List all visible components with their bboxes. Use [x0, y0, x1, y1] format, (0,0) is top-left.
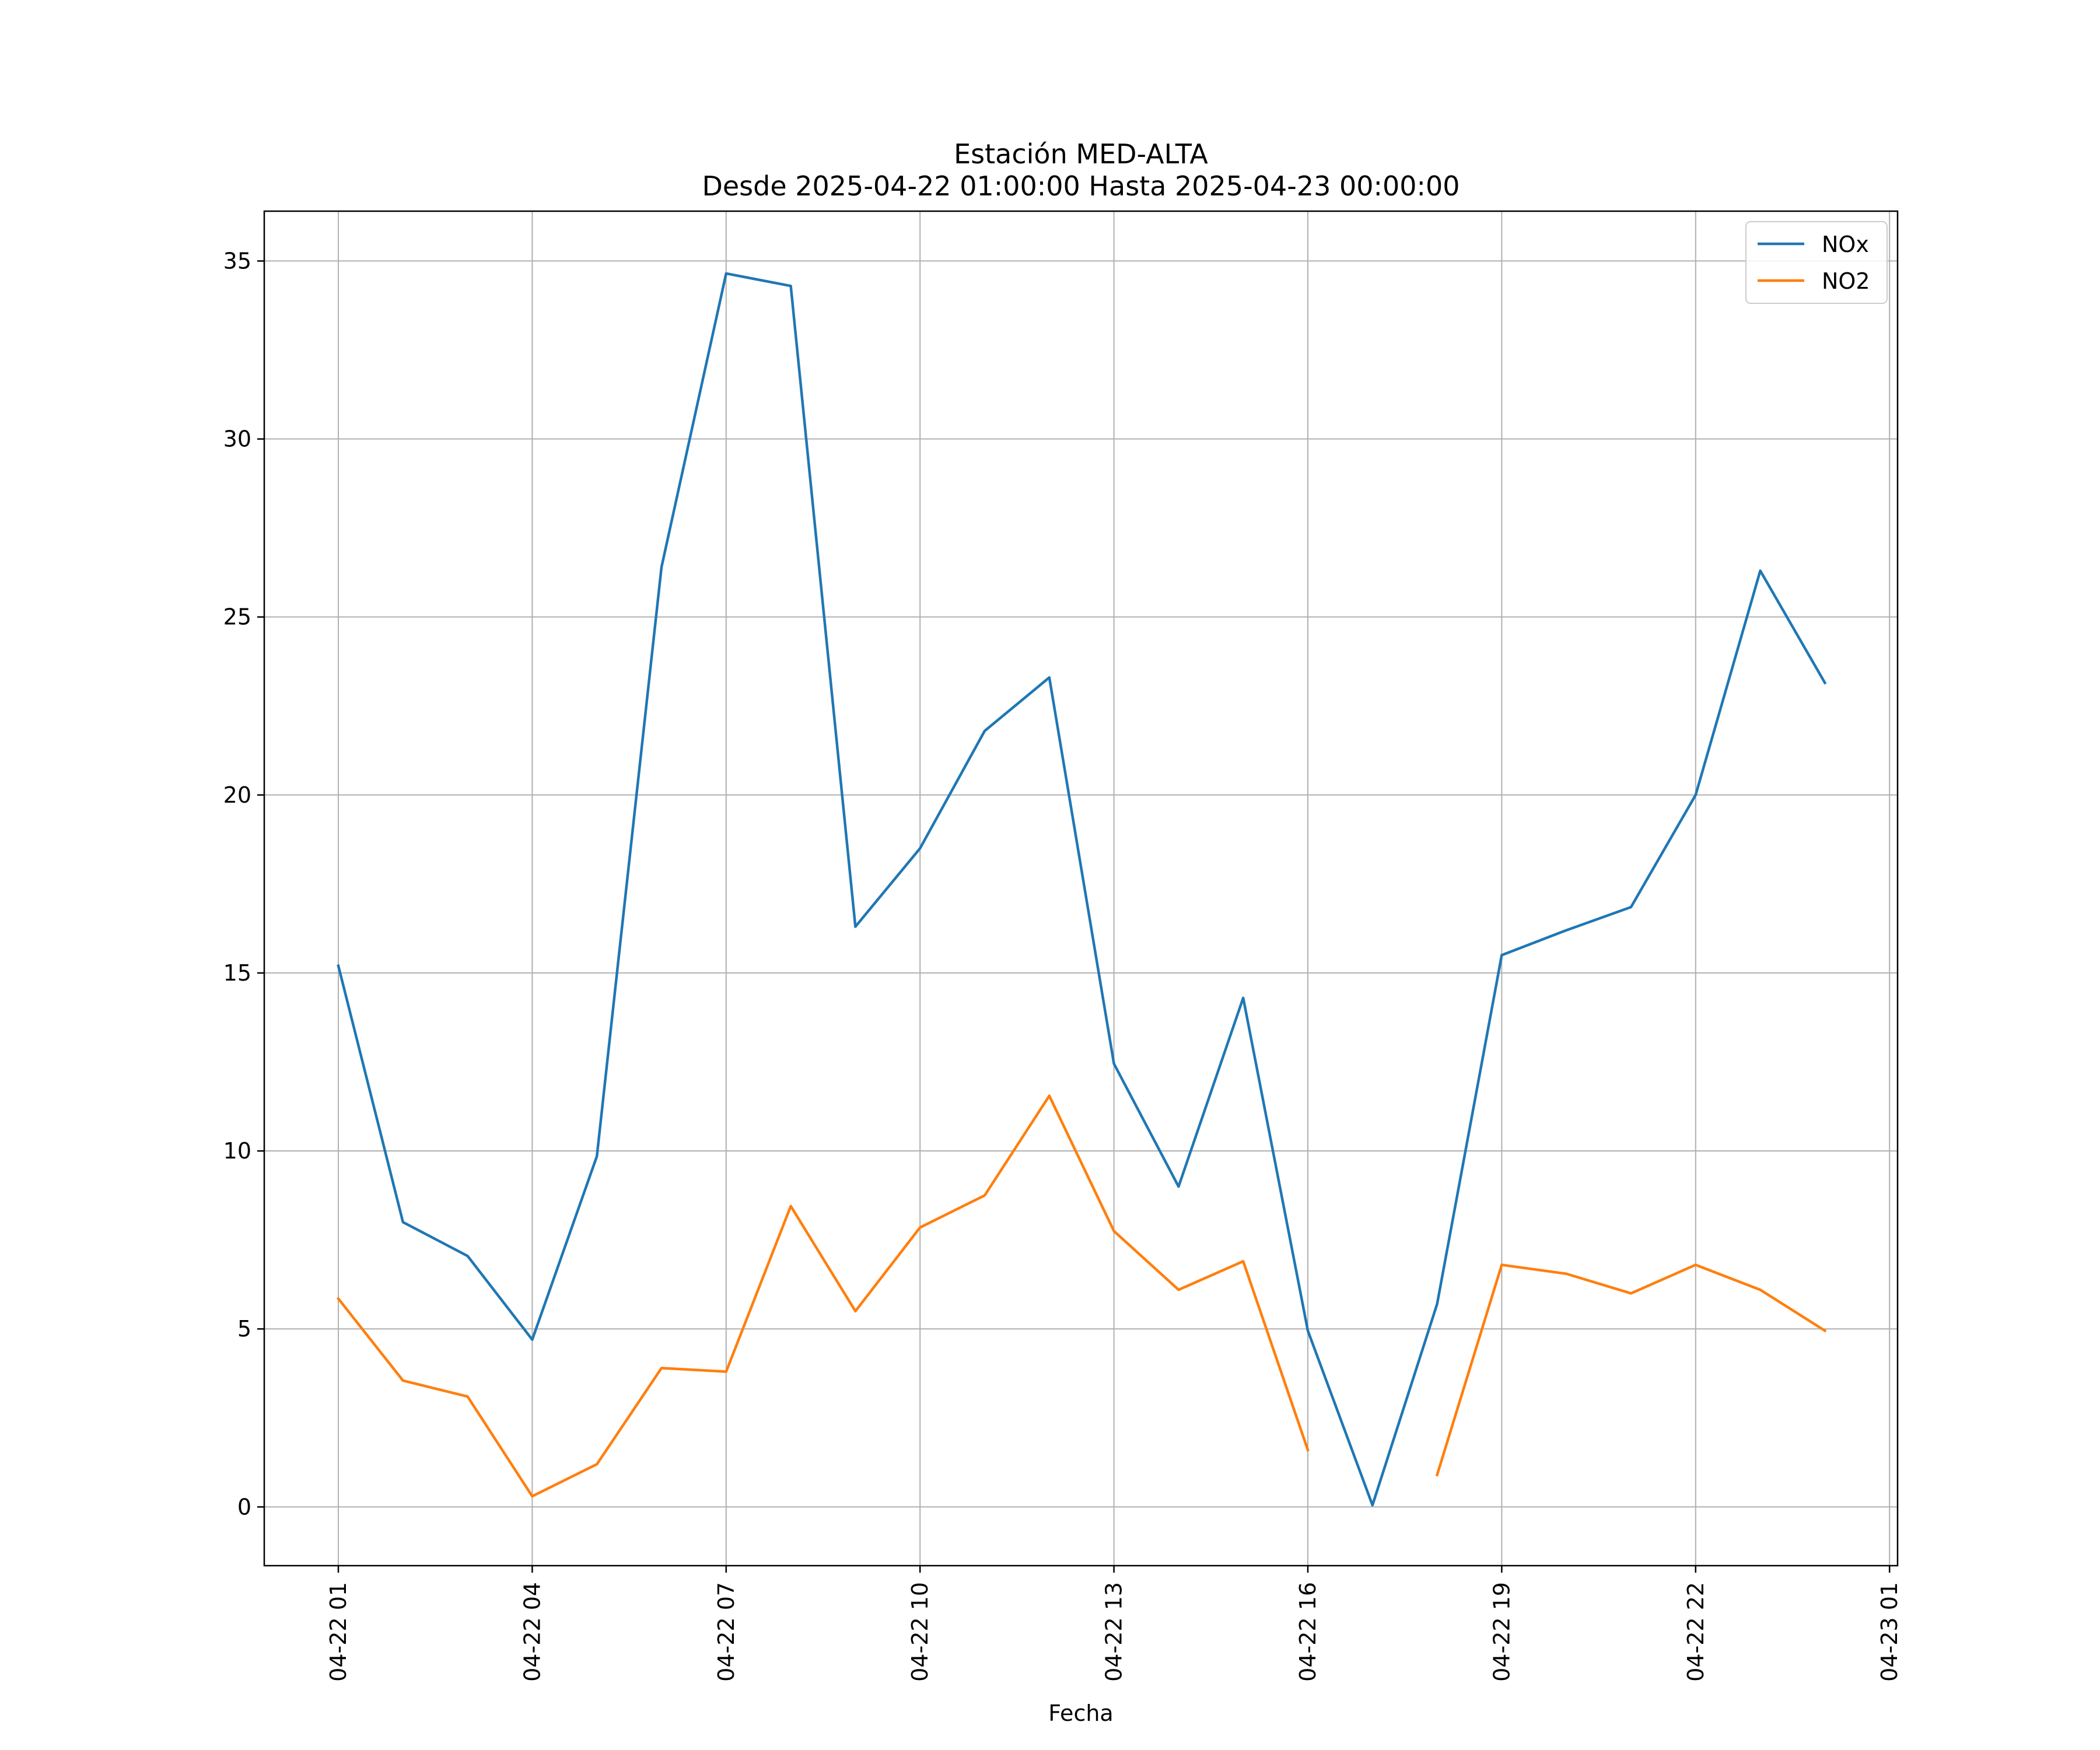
- x-tick-label: 04-22 16: [1295, 1582, 1321, 1682]
- y-tick-label: 0: [237, 1494, 251, 1520]
- legend-frame: [1745, 221, 1888, 304]
- y-tick-label: 15: [223, 960, 251, 986]
- plot-frame: [263, 210, 1899, 1567]
- legend: NOx NO2: [1745, 221, 1888, 304]
- legend-label-nox: NOx: [1822, 232, 1869, 257]
- x-tick-label: 04-22 07: [713, 1582, 739, 1682]
- y-tick-label: 35: [223, 248, 251, 274]
- x-axis-label: Fecha: [1048, 1700, 1113, 1726]
- x-tick-label: 04-22 04: [519, 1582, 545, 1682]
- y-tick-label: 10: [223, 1138, 251, 1164]
- x-tick-label: 04-22 22: [1683, 1582, 1709, 1682]
- chart-subtitle: Desde 2025-04-22 01:00:00 Hasta 2025-04-…: [702, 170, 1460, 202]
- x-tick-label: 04-23 01: [1877, 1582, 1902, 1682]
- y-tick-label: 20: [223, 782, 251, 808]
- series-layer: [336, 272, 1827, 1507]
- chart-title: Estación MED-ALTA: [954, 138, 1208, 170]
- x-tick-label: 04-22 01: [326, 1582, 351, 1682]
- x-tick-label: 04-22 19: [1489, 1582, 1514, 1682]
- series-line-no2: [336, 1094, 1827, 1498]
- x-tick-label: 04-22 10: [907, 1582, 933, 1682]
- x-tick-label: 04-22 13: [1101, 1582, 1127, 1682]
- y-tick-label: 25: [223, 604, 251, 630]
- y-tick-label: 30: [223, 426, 251, 452]
- legend-label-no2: NO2: [1822, 268, 1870, 294]
- series-line-nox: [337, 272, 1827, 1507]
- y-tick-label: 5: [237, 1316, 251, 1342]
- y-axis-ticks: 0 5 10 15 20 25 30 35: [223, 248, 264, 1520]
- x-axis-ticks: 04-22 01 04-22 04 04-22 07 04-22 10 04-22 13…: [326, 1566, 1902, 1682]
